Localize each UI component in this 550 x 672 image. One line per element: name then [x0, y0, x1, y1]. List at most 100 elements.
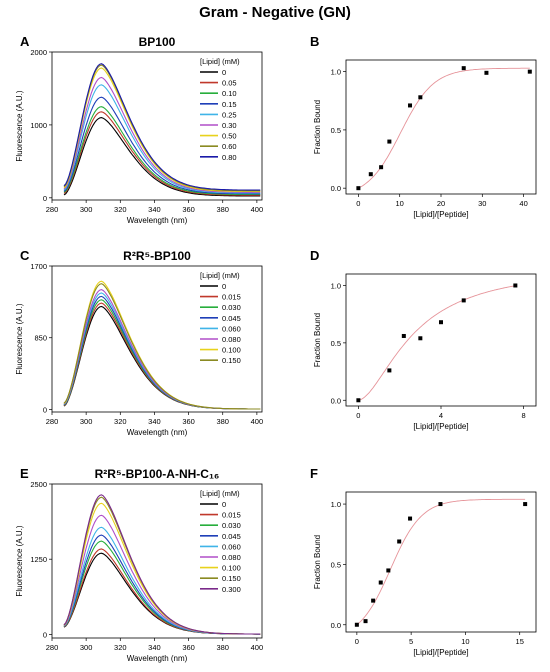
legend-label: 0.150: [222, 574, 241, 583]
data-point: [363, 619, 368, 624]
x-tick-label: 300: [80, 205, 93, 214]
binding-panel-b: 0 10 20 30 40 [Lipid]/[Peptide] 0.0 0.5 1.0 Fract…: [313, 59, 537, 219]
x-tick-label: 400: [251, 417, 264, 426]
legend-label: 0.045: [222, 532, 241, 541]
y-tick-label: 0: [43, 405, 47, 414]
series-line-0.50: [63, 67, 261, 193]
legend-label: 0.50: [222, 132, 237, 141]
x-tick-label: 30: [478, 199, 486, 208]
series-line-0.60: [63, 64, 261, 192]
series-line-0.300: [63, 494, 261, 635]
y-axis-label: Fraction Bound: [313, 100, 322, 154]
legend-label: 0.05: [222, 79, 237, 88]
series-line-0.25: [63, 84, 261, 194]
panel-letter-d: D: [310, 248, 319, 263]
chart-title: R²R⁵-BP100: [123, 249, 191, 263]
legend-label: 0.80: [222, 153, 237, 162]
y-tick-label: 0: [43, 194, 47, 203]
y-tick-label: 1.0: [331, 500, 341, 509]
data-point: [418, 95, 423, 100]
x-tick-label: 10: [396, 199, 404, 208]
x-tick-label: 40: [519, 199, 527, 208]
x-tick-label: 360: [182, 643, 195, 652]
data-point: [371, 598, 376, 603]
x-tick-label: 15: [516, 637, 524, 646]
x-tick-label: 380: [216, 205, 229, 214]
data-point: [386, 568, 391, 573]
legend-label: 0.100: [222, 346, 241, 355]
series-line-0.05: [63, 111, 261, 196]
binding-panel-f: 0 5 10 15 [Lipid]/[Peptide] 0.0 0.5 1.0 Fraction…: [313, 491, 537, 657]
data-point: [438, 502, 443, 507]
x-tick-label: 10: [461, 637, 469, 646]
x-tick-label: 300: [80, 417, 93, 426]
x-axis-label: [Lipid]/[Peptide]: [413, 422, 468, 431]
x-tick-label: 340: [148, 643, 161, 652]
panel-letter-e: E: [20, 466, 29, 481]
legend-label: 0.25: [222, 110, 237, 119]
data-point: [387, 368, 392, 373]
legend-label: 0: [222, 68, 226, 77]
y-tick-label: 1000: [30, 121, 47, 130]
x-tick-label: 340: [148, 417, 161, 426]
x-tick-label: 320: [114, 643, 127, 652]
y-tick-label: 2500: [30, 480, 47, 489]
x-tick-label: 20: [437, 199, 445, 208]
y-tick-label: 0.5: [331, 339, 341, 348]
legend-label: 0.15: [222, 100, 237, 109]
x-axis-label: Wavelength (nm): [127, 216, 188, 225]
panel-letter-b: B: [310, 34, 319, 49]
binding-panel-d: 0 4 8 [Lipid]/[Peptide] 0.0 0.5 1.0 Fraction Bo…: [313, 273, 537, 431]
y-tick-label: 0.5: [331, 126, 341, 135]
x-tick-label: 400: [251, 643, 264, 652]
x-axis-label: Wavelength (nm): [127, 428, 188, 437]
chart-title: BP100: [139, 35, 176, 49]
legend-label: 0.150: [222, 356, 241, 365]
data-point: [461, 298, 466, 303]
y-axis-label: Fraction Bound: [313, 313, 322, 367]
legend-label: 0.100: [222, 564, 241, 573]
data-point: [356, 186, 361, 191]
x-tick-label: 280: [46, 643, 59, 652]
fit-curve: [358, 285, 516, 401]
x-tick-label: 0: [356, 411, 360, 420]
legend-label: 0.080: [222, 335, 241, 344]
legend-label: 0.015: [222, 511, 241, 520]
series-line-0.30: [63, 76, 261, 193]
data-point: [378, 580, 383, 585]
legend-title: [Lipid] (mM): [200, 57, 240, 66]
plot-frame: [51, 483, 263, 639]
data-point: [527, 69, 532, 74]
x-axis-label: Wavelength (nm): [127, 654, 188, 663]
series-line-0.15: [63, 96, 261, 195]
x-tick-label: 8: [522, 411, 526, 420]
legend-label: 0.060: [222, 542, 241, 551]
y-tick-label: 0.0: [331, 184, 341, 193]
spectrum-panel-c: R²R⁵-BP100 280 300 320 340 360 380 400 Wavelengt…: [15, 249, 263, 437]
y-axis-label: Fluorescence (A.U.): [15, 525, 24, 596]
x-tick-label: 280: [46, 205, 59, 214]
legend-label: 0.10: [222, 89, 237, 98]
legend-label: 0.60: [222, 142, 237, 151]
plot-frame: [345, 491, 537, 633]
y-tick-label: 0: [43, 630, 47, 639]
y-axis-label: Fluorescence (A.U.): [15, 90, 24, 161]
y-axis-label: Fluorescence (A.U.): [15, 303, 24, 374]
y-tick-label: 1700: [30, 262, 47, 271]
plot-frame: [51, 265, 263, 413]
legend-label: 0.30: [222, 121, 237, 130]
spectrum-panel-e: R²R⁵-BP100-A-NH-C₁₆ 280 300 320 340 360 380 400…: [15, 467, 263, 663]
y-tick-label: 1250: [30, 555, 47, 564]
legend-label: 0.045: [222, 314, 241, 323]
legend-label: 0.080: [222, 553, 241, 562]
x-tick-label: 320: [114, 205, 127, 214]
x-tick-label: 280: [46, 417, 59, 426]
x-tick-label: 4: [439, 411, 443, 420]
data-point: [418, 336, 423, 341]
legend-label: 0: [222, 500, 226, 509]
x-tick-label: 360: [182, 205, 195, 214]
y-axis-label: Fraction Bound: [313, 535, 322, 589]
legend-label: 0.015: [222, 293, 241, 302]
plot-frame: [51, 51, 263, 201]
x-tick-label: 340: [148, 205, 161, 214]
